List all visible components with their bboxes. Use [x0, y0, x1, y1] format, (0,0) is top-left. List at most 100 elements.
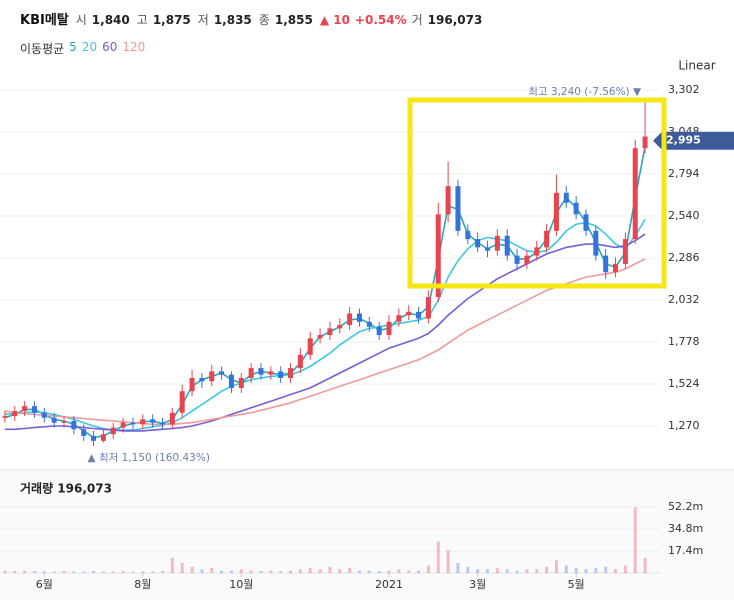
volume-bar	[604, 566, 608, 573]
price-tag-label: 2,995	[666, 134, 701, 147]
candle-body	[2, 416, 8, 418]
candle-body	[603, 255, 609, 273]
candle-body	[189, 378, 195, 392]
volume-bar	[574, 567, 578, 573]
x-tick-label: 6월	[36, 578, 53, 591]
volume-bar	[62, 571, 66, 573]
candle-body	[169, 412, 175, 425]
price-tag	[653, 131, 734, 150]
quote-header: KBI메탈 시 1,840 고 1,875 저 1,835 종 1,855 ▲ 10 +0…	[20, 9, 484, 28]
candle-body	[416, 311, 422, 319]
volume-bar	[279, 571, 283, 573]
volume-bar	[131, 571, 135, 573]
candle-body	[347, 313, 353, 326]
volume-tick-label: 34.8m	[668, 522, 703, 535]
volume-bar	[584, 569, 588, 573]
volume-bar	[210, 567, 214, 573]
candle-body	[248, 368, 254, 379]
candle-body	[396, 315, 402, 322]
volume-bar	[486, 569, 489, 573]
y-tick-label: 3,302	[668, 83, 700, 96]
volume-bar	[229, 570, 233, 573]
ma-legend[interactable]: 이동평균 5 20 60 120	[20, 40, 145, 57]
volume-tick-label: 52.2m	[668, 500, 703, 513]
volume-bar	[623, 565, 627, 573]
quote-label: 저	[197, 13, 209, 27]
volume-bar	[515, 570, 519, 573]
volume-bar	[564, 565, 568, 573]
volume-bar	[141, 571, 145, 573]
volume-bar	[348, 567, 352, 573]
change-pct: +0.54%	[354, 13, 407, 27]
legend-entry[interactable]: 20	[81, 40, 98, 54]
volume-bar	[82, 571, 86, 573]
volume-bar	[633, 507, 637, 573]
candle-body	[150, 419, 156, 423]
legend-entry[interactable]: 5	[69, 40, 77, 54]
volume-bar	[180, 562, 184, 573]
candle-body	[465, 230, 471, 240]
volume-bar	[426, 565, 430, 573]
volume-bar	[13, 571, 17, 573]
candle-body	[475, 239, 481, 248]
candle-body	[41, 412, 47, 418]
candle-body	[583, 214, 589, 231]
candle-body	[160, 422, 165, 425]
legend-entry[interactable]: 120	[122, 40, 146, 54]
volume-bar	[151, 571, 155, 573]
legend-entry[interactable]: 60	[102, 40, 118, 54]
candle-body	[100, 434, 106, 441]
y-tick-label: 2,286	[668, 251, 700, 264]
quote-label: 종	[258, 13, 270, 27]
candle-body	[71, 421, 77, 430]
candle-body	[425, 296, 431, 319]
volume-bar	[535, 569, 539, 573]
candle-body	[199, 378, 205, 382]
y-tick-label: 1,778	[668, 335, 700, 348]
volume-bar	[298, 569, 302, 573]
change: ▲ 10	[319, 13, 350, 27]
volume-bar	[269, 570, 273, 573]
volume-panel	[0, 470, 734, 600]
quote-value: 196,073	[427, 13, 483, 27]
candle-body	[386, 321, 392, 336]
scale-label[interactable]: Linear	[678, 59, 715, 73]
candle-body	[228, 374, 234, 388]
candle-body	[130, 422, 136, 425]
volume-bar	[476, 569, 480, 573]
candle-body	[622, 239, 628, 264]
candle-body	[337, 325, 343, 329]
volume-bar	[23, 570, 27, 573]
volume-tick-label: 17.4m	[668, 544, 703, 557]
candle-body	[51, 417, 57, 423]
volume-bar	[101, 571, 105, 573]
volume-bar	[52, 571, 56, 573]
volume-bar	[367, 570, 371, 573]
candle-body	[278, 371, 284, 379]
candle-body	[307, 338, 313, 355]
candle-body	[534, 247, 540, 256]
candle-body	[376, 326, 382, 336]
volume-bar	[3, 570, 7, 573]
candle-body	[406, 311, 412, 316]
candle-body	[642, 136, 648, 149]
volume-bar	[249, 570, 253, 573]
volume-bar	[614, 569, 618, 573]
candle-body	[258, 368, 264, 375]
plot: 1,2701,5241,7782,0322,2862,5402,7943,048…	[0, 83, 734, 591]
candle-body	[563, 192, 569, 203]
quote-value: 1,875	[152, 13, 191, 27]
volume-bar	[92, 571, 96, 573]
ma-line	[4, 258, 646, 426]
ma-line	[4, 218, 646, 431]
candle-body	[12, 411, 18, 417]
candle-body	[573, 202, 579, 215]
volume-bar	[170, 557, 174, 573]
volume-bar	[545, 566, 549, 573]
volume-bar	[407, 570, 411, 573]
candle-body	[209, 371, 215, 382]
x-tick-label: 5월	[568, 578, 585, 591]
candle-body	[593, 230, 599, 256]
y-tick-label: 2,794	[668, 167, 700, 180]
